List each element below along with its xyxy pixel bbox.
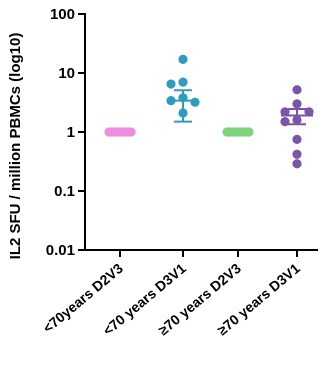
data-point (178, 77, 188, 87)
series-group (280, 85, 314, 169)
y-tick-label: 1 (67, 124, 75, 141)
data-point (292, 149, 302, 159)
data-point (292, 85, 302, 95)
y-axis-title: IL2 SFU / million PBMCs (log10) (7, 33, 24, 260)
series-group (222, 127, 254, 137)
data-point (280, 107, 290, 117)
data-marks (104, 54, 314, 169)
data-point (126, 127, 136, 137)
series-group (166, 54, 200, 123)
data-point (280, 117, 290, 127)
data-point (244, 127, 254, 137)
data-point (178, 54, 188, 65)
y-tick-label: 10 (58, 65, 75, 82)
y-tick-label: 0.01 (46, 242, 75, 259)
series-group (104, 127, 136, 137)
data-point (292, 159, 302, 169)
x-axis: <70years D2V3<70 years D3V1≥70 years D2V… (40, 249, 318, 339)
y-tick-label: 100 (50, 6, 75, 23)
data-point (292, 99, 302, 109)
y-axis: 0.01 0.1 1 10 100 (46, 6, 86, 259)
data-point (292, 134, 302, 144)
data-point (304, 107, 314, 117)
data-point (190, 97, 200, 107)
y-tick-label: 0.1 (54, 183, 75, 200)
data-point (166, 79, 176, 89)
